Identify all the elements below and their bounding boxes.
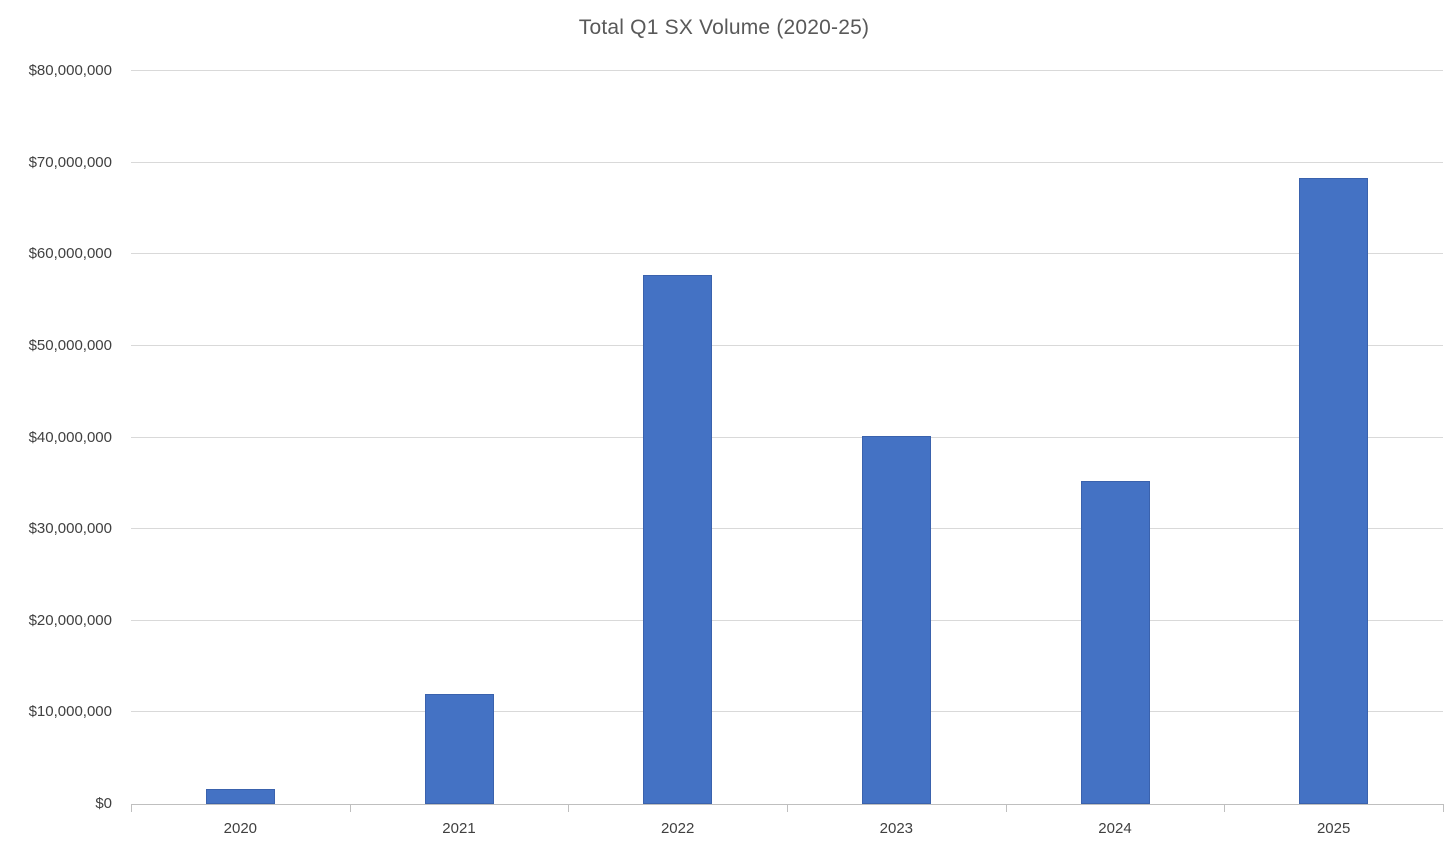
bar-2021 (424, 694, 494, 804)
bar-2025 (1299, 178, 1369, 804)
plot-area (131, 70, 1443, 805)
x-axis-tick (568, 804, 569, 812)
chart-title: Total Q1 SX Volume (2020-25) (578, 16, 870, 39)
x-axis-tick-label: 2023 (879, 820, 914, 837)
x-axis-tick-label: 2020 (223, 820, 258, 837)
gridline (131, 528, 1443, 530)
x-axis-tick (350, 804, 351, 812)
y-axis-tick-label: $60,000,000 (28, 245, 112, 263)
y-axis-tick-label: $80,000,000 (28, 62, 112, 79)
y-axis-tick-label: $70,000,000 (28, 153, 112, 171)
gridline (131, 344, 1443, 346)
x-axis-tick-label: 2025 (1316, 820, 1351, 837)
x-axis-tick (1006, 804, 1007, 812)
y-axis-tick-label: $40,000,000 (28, 428, 112, 446)
x-axis-tick-label: 2022 (660, 820, 695, 837)
x-axis-tick-label: 2021 (442, 820, 476, 837)
gridline (131, 161, 1443, 163)
gridline (131, 436, 1443, 438)
bar-2022 (643, 275, 713, 804)
gridline (131, 619, 1443, 621)
gridline (131, 711, 1443, 713)
x-axis-tick (1224, 804, 1225, 812)
gridline (131, 253, 1443, 255)
y-axis-tick-label: $30,000,000 (28, 520, 112, 538)
y-axis-tick-label: $0 (95, 795, 112, 812)
x-axis-tick (787, 804, 788, 812)
x-axis-tick (131, 804, 132, 812)
x-axis-tick (1443, 804, 1444, 812)
bar-2023 (861, 436, 931, 804)
y-axis-tick-label: $20,000,000 (28, 611, 112, 629)
x-axis-tick-label: 2024 (1098, 820, 1132, 837)
bar-2024 (1080, 481, 1150, 804)
y-axis-tick-label: $50,000,000 (28, 336, 112, 354)
bar-2020 (205, 789, 275, 804)
gridline (131, 70, 1443, 71)
y-axis-tick-label: $10,000,000 (28, 703, 112, 721)
